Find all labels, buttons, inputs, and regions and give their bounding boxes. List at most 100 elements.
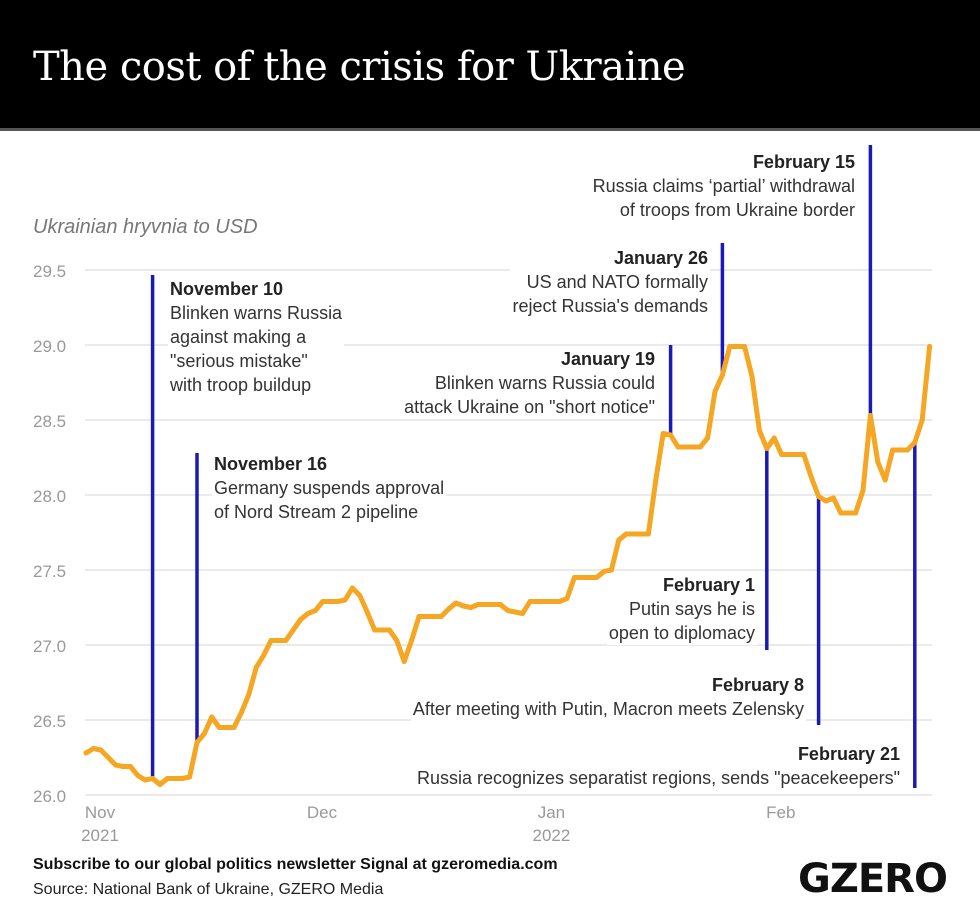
- data-point: [830, 495, 836, 501]
- x-tick-label: Feb: [766, 803, 795, 822]
- data-point: [682, 444, 688, 450]
- data-point: [216, 725, 222, 730]
- gzero-logo: GZERO: [798, 856, 948, 902]
- data-point: [742, 344, 748, 349]
- event-date: January 19: [560, 349, 655, 369]
- event-date: February 15: [752, 152, 855, 172]
- data-point: [727, 344, 733, 349]
- data-point: [231, 725, 237, 730]
- data-point: [542, 599, 548, 604]
- data-point: [483, 602, 489, 607]
- data-point: [453, 600, 459, 606]
- event-description: of troops from Ukraine border: [619, 200, 855, 220]
- data-point: [890, 447, 896, 453]
- data-point: [268, 638, 274, 643]
- title-bar: The cost of the crisis for Ukraine: [0, 0, 980, 131]
- data-point: [705, 435, 711, 441]
- data-point: [364, 609, 370, 615]
- data-point: [697, 444, 703, 450]
- data-point: [557, 599, 563, 604]
- data-point: [187, 774, 193, 780]
- data-point: [660, 431, 666, 436]
- data-point: [224, 725, 230, 730]
- data-point: [438, 614, 444, 619]
- data-point: [172, 776, 178, 781]
- data-point: [549, 599, 555, 604]
- subscribe-text: Subscribe to our global politics newslet…: [33, 856, 558, 873]
- event-description: Russia claims ‘partial’ withdrawal: [592, 176, 855, 196]
- data-point: [386, 627, 392, 633]
- data-point: [379, 627, 385, 633]
- data-point: [601, 569, 607, 574]
- data-point: [912, 440, 918, 445]
- data-point: [520, 611, 526, 616]
- event-date: February 8: [711, 675, 804, 695]
- data-point: [867, 413, 873, 418]
- data-point: [401, 659, 407, 664]
- data-point: [497, 602, 503, 607]
- data-point: [505, 608, 511, 613]
- data-point: [638, 531, 644, 537]
- data-point: [645, 531, 651, 537]
- source-text: Source: National Bank of Ukraine, GZERO …: [33, 881, 384, 898]
- data-point: [312, 608, 318, 613]
- data-point: [623, 531, 629, 537]
- data-point: [779, 452, 785, 457]
- data-point: [261, 653, 267, 658]
- data-point: [653, 477, 659, 483]
- data-point: [586, 575, 592, 580]
- event-annotation: February 1 Putin says he is open to diplom…: [606, 573, 757, 645]
- data-point: [283, 638, 289, 643]
- data-point: [690, 444, 696, 450]
- event-description: Blinken warns Russia: [170, 303, 343, 323]
- data-point: [475, 602, 481, 607]
- y-tick-label: 27.5: [33, 562, 66, 581]
- data-point: [416, 614, 422, 619]
- data-point: [853, 510, 859, 516]
- x-tick-year-label: 2022: [532, 826, 570, 845]
- event-description: with troop buildup: [170, 375, 312, 395]
- data-point: [409, 638, 415, 643]
- data-point: [142, 777, 148, 783]
- data-point: [882, 477, 888, 483]
- data-point: [135, 773, 141, 778]
- data-point: [816, 494, 822, 499]
- event-description: open to diplomacy: [608, 623, 755, 643]
- event-description: After meeting with Putin, Macron meets Z…: [412, 699, 804, 719]
- data-point: [372, 627, 378, 633]
- data-point: [534, 599, 540, 604]
- data-point: [446, 606, 452, 612]
- data-point: [719, 372, 725, 378]
- event-annotation: February 8 After meeting with Putin, Macr…: [410, 673, 806, 721]
- event-date: February 1: [662, 575, 755, 595]
- data-point: [608, 567, 614, 573]
- data-point: [571, 575, 577, 580]
- event-annotation: January 19 Blinken warns Russia could atta…: [402, 347, 657, 419]
- event-annotation: February 15 Russia claims ‘partial’ withd…: [590, 150, 857, 222]
- data-point: [83, 750, 89, 756]
- data-point: [253, 665, 259, 670]
- x-tick-label: Dec: [307, 803, 338, 822]
- y-tick-label: 27.0: [33, 637, 66, 656]
- data-point: [594, 575, 600, 580]
- data-point: [105, 755, 111, 760]
- event-description: against making a: [170, 327, 307, 347]
- data-point: [127, 764, 133, 769]
- event-description: of Nord Stream 2 pipeline: [214, 502, 419, 522]
- data-point: [801, 452, 807, 457]
- data-point: [305, 611, 311, 616]
- y-tick-label: 26.5: [33, 712, 66, 731]
- event-description: Germany suspends approval: [214, 478, 445, 498]
- data-point: [860, 488, 866, 493]
- y-tick-label: 28.0: [33, 487, 66, 506]
- data-point: [668, 432, 674, 438]
- data-point: [675, 444, 681, 450]
- data-point: [904, 447, 910, 453]
- y-tick-label: 29.0: [33, 337, 66, 356]
- data-point: [335, 599, 341, 604]
- data-point: [113, 762, 119, 768]
- data-point: [238, 710, 244, 715]
- data-point: [157, 782, 163, 787]
- data-point: [786, 452, 792, 457]
- data-point: [564, 596, 570, 601]
